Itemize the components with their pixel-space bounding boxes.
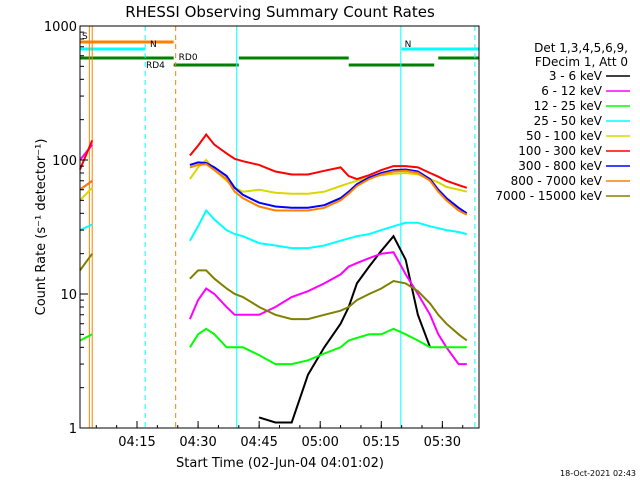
flag-label: N — [405, 40, 412, 50]
x-tick-label: 05:30 — [424, 435, 461, 450]
series-line — [189, 327, 467, 366]
flag-segments: S N N RD4 RD0 — [80, 32, 479, 71]
chart-title: RHESSI Observing Summary Count Rates — [125, 3, 435, 21]
x-tick-label: 04:15 — [118, 435, 155, 450]
x-tick-label: 05:15 — [363, 435, 400, 450]
legend-header: Det 1,3,4,5,6,9, — [534, 41, 628, 55]
timestamp: 18-Oct-2021 02:43 — [560, 469, 636, 478]
legend-entry-label: 12 - 25 keV — [534, 99, 603, 113]
flag-label: S — [82, 32, 88, 42]
legend-entry-label: 300 - 800 keV — [518, 159, 602, 173]
legend-entry-label: 800 - 7000 keV — [511, 174, 603, 188]
legend-entry-label: 50 - 100 keV — [526, 129, 603, 143]
vertical-markers — [88, 26, 476, 428]
y-axis: 1 10 100 1000 — [44, 20, 88, 437]
flag-label: RD4 — [146, 61, 165, 71]
x-axis: 04:15 04:30 04:45 05:00 05:15 05:30 — [95, 421, 464, 450]
series-line — [79, 140, 94, 170]
series-line — [79, 187, 93, 201]
flag-label: N — [150, 40, 157, 50]
y-axis-label: Count Rate (s⁻¹ detector⁻¹) — [34, 139, 49, 316]
series-line — [188, 251, 467, 366]
y-tick-label: 1000 — [44, 20, 77, 35]
y-tick-label: 10 — [60, 288, 77, 303]
legend: Det 1,3,4,5,6,9,FDecim 1, Att 03 - 6 keV… — [495, 41, 630, 203]
x-tick-label: 04:30 — [179, 435, 216, 450]
x-axis-label: Start Time (02-Jun-04 04:01:02) — [176, 456, 384, 471]
legend-entry-label: 100 - 300 keV — [518, 144, 602, 158]
y-tick-label: 1 — [69, 422, 77, 437]
series-line — [189, 132, 468, 189]
series-line — [189, 161, 468, 215]
series-lines — [79, 132, 468, 424]
series-line — [79, 223, 93, 232]
series-line — [189, 208, 468, 250]
series-line — [189, 163, 468, 216]
legend-entry-label: 3 - 6 keV — [549, 69, 603, 83]
series-line — [189, 269, 468, 342]
legend-header: FDecim 1, Att 0 — [535, 55, 628, 69]
legend-entry-label: 7000 - 15000 keV — [495, 189, 602, 203]
legend-entry-label: 25 - 50 keV — [534, 114, 603, 128]
series-line — [79, 253, 94, 271]
plot-frame — [79, 25, 480, 429]
flag-label: RD0 — [179, 53, 198, 63]
y-tick-label: 100 — [52, 154, 77, 169]
series-line — [258, 234, 432, 424]
legend-entry-label: 6 - 12 keV — [541, 84, 603, 98]
series-line — [79, 333, 93, 342]
x-tick-label: 05:00 — [301, 435, 338, 450]
x-tick-label: 04:45 — [240, 435, 277, 450]
series-line — [79, 179, 93, 191]
